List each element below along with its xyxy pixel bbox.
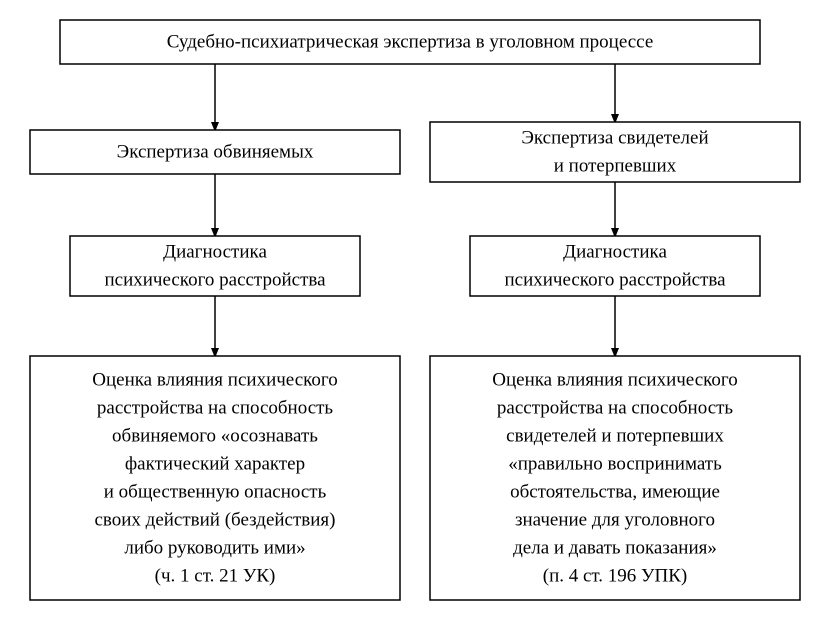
node-left3-line-4: и общественную опасность — [104, 481, 327, 502]
node-right3-line-0: Оценка влияния психического — [492, 369, 737, 390]
node-right1-line-1: и потерпевших — [554, 155, 677, 176]
node-left1-line-0: Экспертиза обвиняемых — [117, 141, 314, 162]
node-right2: Диагностика психического расстройства — [470, 236, 760, 296]
node-left3-line-6: либо руководить ими» — [124, 537, 305, 558]
node-right2-line-0: Диагностика — [563, 241, 667, 262]
node-right3-line-2: свидетелей и потерпевших — [506, 425, 724, 446]
node-left3: Оценка влияния психического расстройства … — [30, 356, 400, 600]
node-right1: Экспертиза свидетелей и потерпевших — [430, 122, 800, 182]
node-right3-line-7: (п. 4 ст. 196 УПК) — [543, 565, 687, 586]
node-left1: Экспертиза обвиняемых — [30, 130, 400, 174]
node-left3-line-0: Оценка влияния психического — [92, 369, 337, 390]
node-left2-line-0: Диагностика — [163, 241, 267, 262]
node-right3-line-6: дела и давать показания» — [513, 537, 717, 558]
node-left2: Диагностика психического расстройства — [70, 236, 360, 296]
node-right3-line-4: обстоятельства, имеющие — [510, 481, 720, 502]
node-left3-line-1: расстройства на способность — [97, 397, 334, 418]
node-right2-line-1: психического расстройства — [504, 269, 726, 290]
node-left2-line-1: психического расстройства — [104, 269, 326, 290]
node-left3-line-3: фактический характер — [125, 453, 305, 474]
node-right3-line-1: расстройства на способность — [497, 397, 734, 418]
node-root-line-0: Судебно-психиатрическая экспертиза в уго… — [167, 31, 654, 52]
node-right3: Оценка влияния психического расстройства … — [430, 356, 800, 600]
node-left3-line-7: (ч. 1 ст. 21 УК) — [155, 565, 276, 586]
flowchart-canvas: Судебно-психиатрическая экспертиза в уго… — [0, 0, 828, 628]
node-left3-line-2: обвиняемого «осознавать — [112, 425, 318, 446]
node-right1-line-0: Экспертиза свидетелей — [521, 127, 708, 148]
node-root: Судебно-психиатрическая экспертиза в уго… — [60, 20, 760, 64]
node-right3-line-5: значение для уголовного — [515, 509, 715, 530]
node-right3-line-3: «правильно воспринимать — [508, 453, 722, 474]
node-left3-line-5: своих действий (бездействия) — [94, 509, 335, 530]
